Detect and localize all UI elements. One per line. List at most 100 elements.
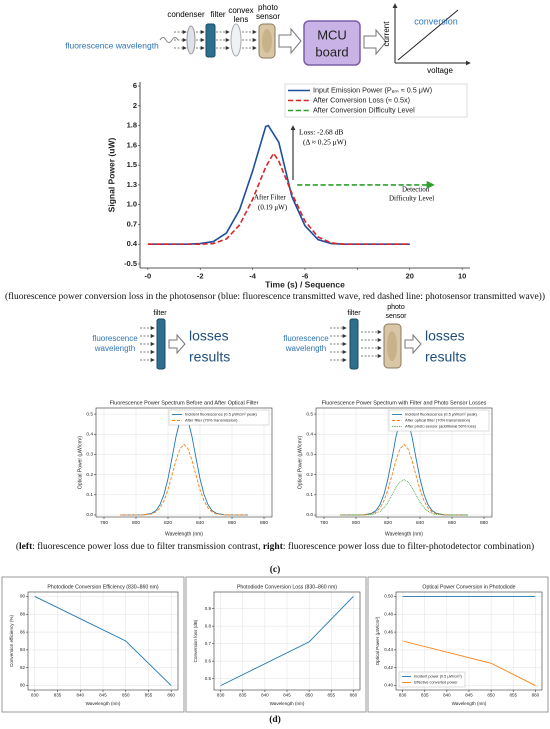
y-axis-label: Signal Power (uW) <box>106 138 116 213</box>
y-tick-label: 0.44 <box>384 647 393 652</box>
panel-frame <box>185 576 367 713</box>
x-tick-label: 20 <box>406 271 414 280</box>
annotation: Detection <box>402 186 430 194</box>
annotation: Loss: -2.68 dB <box>299 128 343 137</box>
caption-part: : fluorescence power loss due to filter … <box>32 542 261 552</box>
y-axis-label: Conversion loss (dB) <box>193 619 198 662</box>
big-arrow <box>278 27 302 55</box>
label-c: (c) <box>269 565 281 575</box>
caption-part: right <box>262 542 283 552</box>
x-tick-label: 800 <box>352 520 360 526</box>
legend-label: After filter (70% transmission) <box>185 418 238 423</box>
filter-label: filter <box>347 310 361 317</box>
x-tick-label: 820 <box>164 520 172 526</box>
filter <box>349 318 359 370</box>
legend-label: Input Emission Power (Pₑₘ ≈ 0.5 μW) <box>313 85 432 94</box>
x-tick-label: -0 <box>145 271 152 280</box>
y-tick-label: 0.1 <box>86 492 93 498</box>
y-tick-label: 82 <box>20 665 26 670</box>
y-tick-label: 0.5 <box>86 411 93 417</box>
x-axis-label: Wavelength (nm) <box>165 531 203 537</box>
legend-label: Incident fluorescence (0.5 μW/cm² peak) <box>185 412 258 417</box>
caption-b: (left: fluorescence power loss due to fi… <box>4 541 546 553</box>
y-tick-label: 0.4 <box>306 432 313 438</box>
annotation: Difficulty Level <box>389 195 434 203</box>
caption-part: left <box>19 542 33 552</box>
x-tick-label: 860 <box>228 520 236 526</box>
legend-label: Incident power (0.5 μW/cm²) <box>414 675 462 679</box>
y-tick-label: 0.5 <box>306 411 313 417</box>
result-label: results <box>425 349 466 365</box>
y-tick-label: 0.8 <box>205 623 212 628</box>
y-tick-label: 0.6 <box>205 658 212 663</box>
x-tick-label: -6 <box>302 271 309 280</box>
result-label: results <box>189 349 230 365</box>
x-tick-label: 800 <box>132 520 140 526</box>
annotation: After Filter <box>254 194 286 202</box>
x-tick-label: 835 <box>239 693 247 698</box>
mcu-label: board <box>315 44 348 59</box>
series-line <box>34 596 172 686</box>
x-tick-label: 845 <box>283 693 291 698</box>
y-tick-label: 0.42 <box>384 665 393 670</box>
x-tick-label: 830 <box>399 693 407 698</box>
plot-frame <box>315 407 493 518</box>
legend-label: Effective converted power <box>414 681 458 685</box>
lens <box>230 23 242 57</box>
y-tick-label: 1.0 <box>127 200 137 209</box>
panel-frame <box>367 576 549 713</box>
x-tick-label: 840 <box>443 693 451 698</box>
x-tick-label: 860 <box>448 520 456 526</box>
y-tick-label: 0.7 <box>205 641 212 646</box>
y-tick-label: 0.5 <box>205 676 212 681</box>
y-tick-label: 1.6 <box>127 140 137 149</box>
legend-box <box>398 671 466 688</box>
y-tick-label: 84 <box>20 647 26 652</box>
plot-frame <box>95 407 273 518</box>
y-tick-label: 0.4 <box>127 239 138 248</box>
sensor-label: sensor <box>256 12 280 21</box>
y-tick-label: 0.7 <box>127 219 137 228</box>
lens-label: lens <box>234 15 249 24</box>
voltage-label: voltage <box>427 66 453 75</box>
sensor-face <box>387 331 397 361</box>
condenser-label: condenser <box>167 10 205 19</box>
x-tick-label: 780 <box>100 520 108 526</box>
graph-line <box>397 9 459 61</box>
x-axis-label: Wavelength (nm) <box>452 701 487 706</box>
filter <box>205 23 216 58</box>
x-tick-label: 835 <box>54 693 62 698</box>
mcu-board <box>303 20 361 66</box>
result-label: losses <box>189 328 229 344</box>
plot-frame <box>395 591 543 691</box>
legend-label: After photo sensor (additional 50% loss) <box>405 424 477 429</box>
y-tick-label: 0.46 <box>384 629 393 634</box>
x-tick-label: 840 <box>77 693 85 698</box>
source-label: wavelength <box>94 344 135 353</box>
current-label: current <box>382 21 391 47</box>
chart-title: Photodiode Conversion Loss (830–860 nm) <box>237 584 337 590</box>
annotation: (Δ ≈ 0.25 μW) <box>303 138 347 147</box>
x-tick-label: 850 <box>487 693 495 698</box>
chart-title: Optical Power Conversion in Photodiode <box>422 584 515 590</box>
caption-part: ( <box>15 542 20 552</box>
y-tick-label: 0.2 <box>86 472 93 478</box>
x-tick-label: 850 <box>305 693 313 698</box>
y-tick-label: 0.1 <box>306 492 313 498</box>
x-tick-label: 820 <box>384 520 392 526</box>
chart-title: Fluorescence Power Spectrum Before and A… <box>110 400 259 406</box>
x-tick-label: 855 <box>145 693 153 698</box>
y-tick-label: 1.8 <box>127 121 137 130</box>
y-axis-label: Conversion efficiency (%) <box>9 615 14 667</box>
legend-label: Incident fluorescence (0.5 μW/cm² peak) <box>405 412 478 417</box>
y-tick-label: 80 <box>20 683 26 688</box>
y-tick-label: 86 <box>20 629 26 634</box>
x-tick-label: 845 <box>465 693 473 698</box>
x-tick-label: 780 <box>320 520 328 526</box>
caption-a: (fluorescence power conversion loss in t… <box>4 292 545 302</box>
source-label: fluorescence wavelength <box>65 40 159 50</box>
series-line <box>340 479 468 516</box>
x-tick-label: 830 <box>217 693 225 698</box>
sensor-label: sensor <box>385 313 407 320</box>
